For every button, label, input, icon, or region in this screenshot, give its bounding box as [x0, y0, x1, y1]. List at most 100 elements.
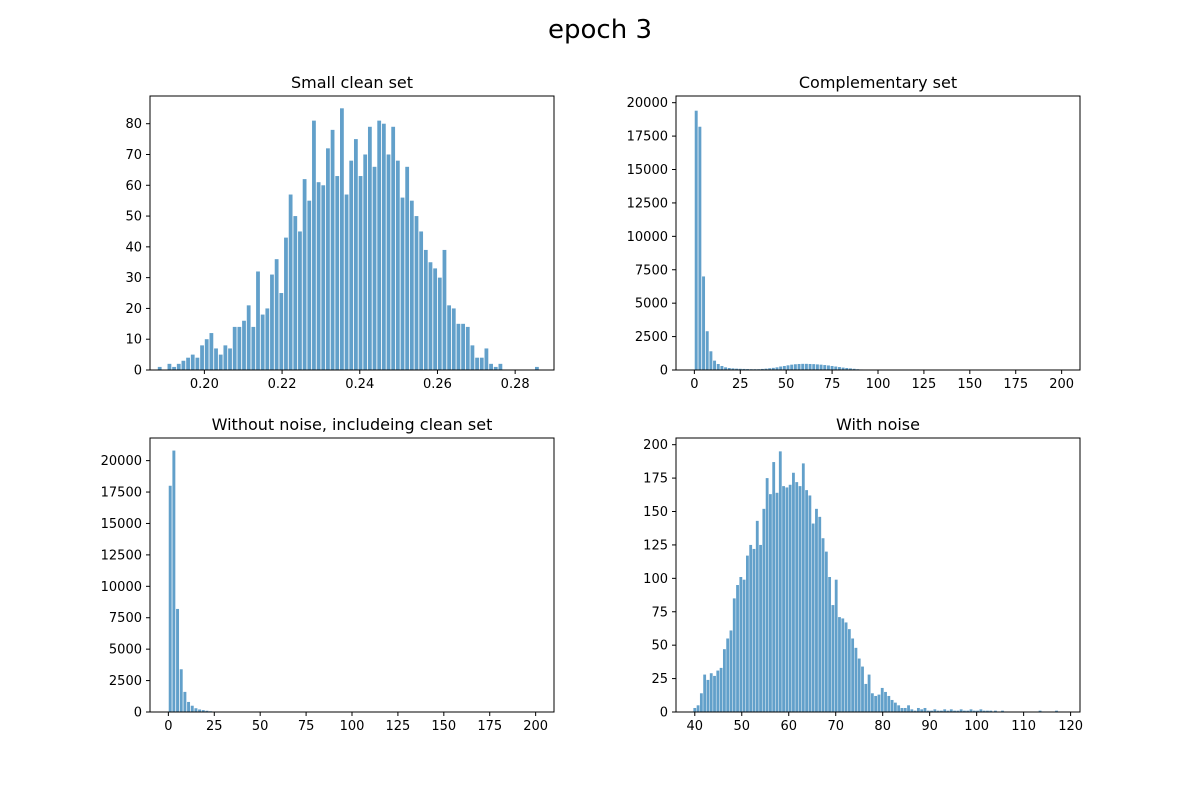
- bar: [838, 617, 841, 712]
- y-tick-label: 10000: [101, 580, 142, 595]
- bar: [367, 126, 372, 370]
- bar: [877, 694, 881, 712]
- bar: [804, 363, 808, 370]
- y-tick-label: 40: [125, 240, 142, 255]
- bar: [298, 231, 302, 370]
- bar: [353, 139, 358, 370]
- bar: [195, 357, 200, 370]
- y-tick-label: 0: [134, 364, 142, 379]
- bar: [874, 695, 878, 712]
- bar: [157, 366, 162, 370]
- bar: [423, 249, 428, 370]
- bar: [759, 544, 762, 712]
- bar: [381, 123, 386, 371]
- y-tick-label: 20: [125, 302, 142, 317]
- bar: [739, 577, 743, 712]
- bar: [880, 687, 884, 712]
- bar: [176, 363, 181, 370]
- bar: [746, 555, 749, 712]
- y-tick-label: 2500: [109, 674, 142, 689]
- y-tick-label: 75: [651, 605, 668, 620]
- y-tick-label: 15000: [627, 163, 668, 178]
- bar: [475, 357, 479, 370]
- bar: [830, 365, 834, 370]
- bar: [735, 368, 739, 370]
- y-tick-label: 12500: [627, 196, 668, 211]
- x-tick-label: 200: [1049, 377, 1074, 392]
- bar: [823, 365, 827, 370]
- bar: [760, 368, 764, 370]
- bar: [428, 262, 433, 370]
- y-tick-label: 20000: [627, 96, 668, 111]
- bar: [709, 673, 713, 712]
- bar: [808, 495, 812, 712]
- plot-area: [675, 95, 1081, 371]
- bar: [698, 126, 702, 371]
- x-tick-label: 120: [1058, 719, 1083, 734]
- bar: [736, 585, 739, 712]
- bar: [713, 360, 717, 370]
- bar: [782, 486, 785, 712]
- bar: [795, 482, 799, 712]
- bar: [775, 492, 779, 712]
- y-tick-label: 5000: [109, 643, 142, 658]
- bar: [854, 647, 858, 712]
- x-tick-label: 110: [1011, 719, 1036, 734]
- bar: [857, 658, 861, 712]
- bar: [982, 710, 986, 712]
- x-tick-label: 100: [866, 377, 891, 392]
- chart-panel-small-clean-set: Small clean set 0.20 0.22 0.24 0.26 0.28 0 10 20…: [125, 73, 555, 392]
- x-tick-label: 40: [687, 719, 704, 734]
- chart-panel-without-noise: Without noise, includeing clean set 0 25 50…: [101, 415, 555, 734]
- x-tick-label: 0: [164, 719, 172, 734]
- bar: [727, 368, 731, 370]
- bar: [349, 160, 354, 370]
- bar: [755, 520, 759, 712]
- x-tick-label: 150: [431, 719, 456, 734]
- bar: [489, 363, 493, 370]
- bar: [782, 365, 786, 370]
- bar: [696, 705, 700, 712]
- y-tick-label: 80: [125, 117, 142, 132]
- bar: [801, 363, 805, 370]
- bar: [419, 231, 424, 370]
- bar: [409, 200, 414, 370]
- bar: [190, 705, 194, 712]
- bar: [972, 710, 976, 712]
- bar: [771, 367, 775, 370]
- x-tick-label: 0.24: [345, 377, 374, 392]
- bar: [493, 366, 498, 370]
- bar: [330, 129, 335, 370]
- bar: [837, 367, 841, 370]
- bar: [852, 368, 856, 370]
- y-tick-label: 200: [643, 438, 668, 453]
- bar: [194, 708, 198, 712]
- bar: [966, 710, 970, 712]
- bar: [716, 670, 720, 712]
- bar: [762, 508, 766, 712]
- bar: [819, 364, 823, 370]
- bar: [709, 351, 713, 370]
- bar: [797, 363, 801, 370]
- bar: [204, 339, 209, 370]
- bar: [705, 331, 709, 370]
- bar: [372, 166, 377, 370]
- bar: [461, 323, 465, 370]
- bar: [786, 365, 790, 370]
- x-tick-label: 125: [911, 377, 936, 392]
- bar: [867, 674, 871, 712]
- figure-title: epoch 3: [548, 15, 652, 45]
- bar: [693, 707, 697, 712]
- x-tick-label: 100: [340, 719, 365, 734]
- y-tick-label: 7500: [635, 263, 668, 278]
- bar: [363, 154, 368, 370]
- bar: [205, 710, 209, 712]
- bar: [335, 176, 340, 370]
- y-tick-label: 10: [125, 333, 142, 348]
- y-tick-label: 60: [125, 179, 142, 194]
- bar: [815, 508, 818, 712]
- bar: [811, 523, 815, 712]
- bar: [769, 494, 772, 712]
